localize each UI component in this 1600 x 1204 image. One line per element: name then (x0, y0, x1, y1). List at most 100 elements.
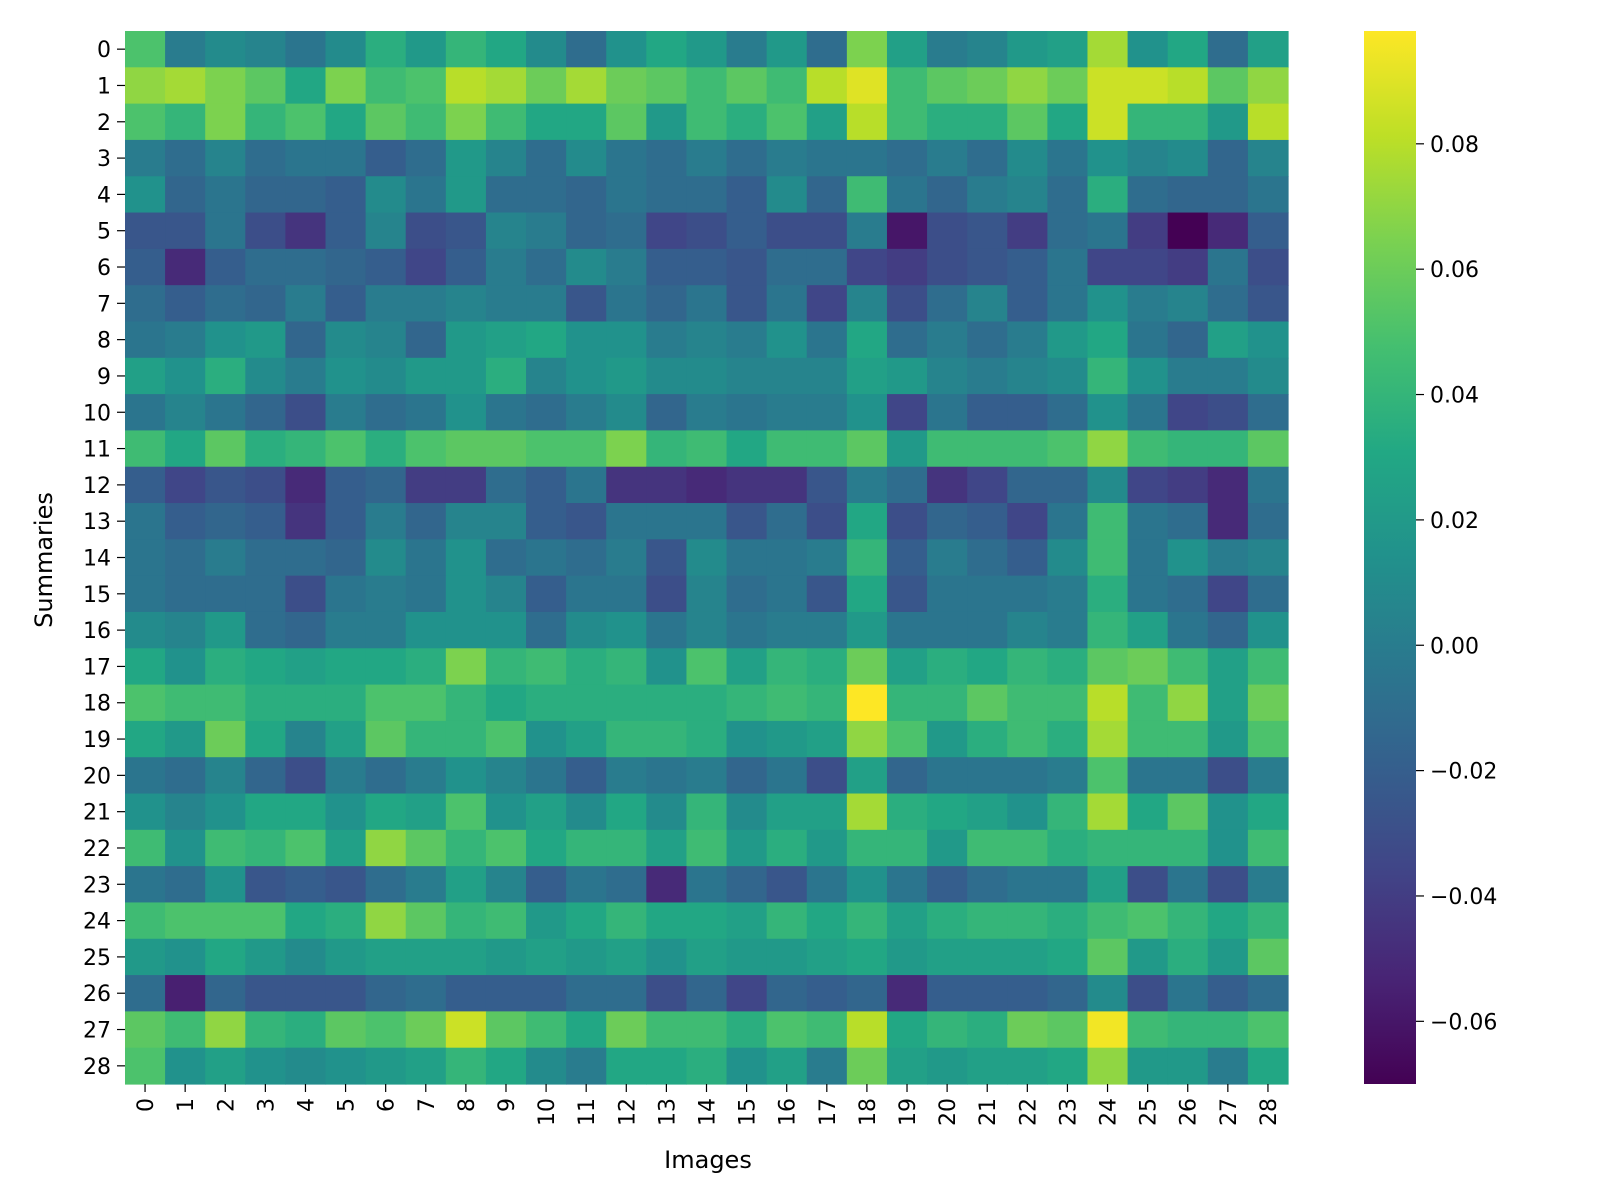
x-tick-label: 9 (495, 1098, 520, 1112)
heatmap-cell-r18-c14 (686, 684, 728, 722)
heatmap-cell-r8-c5 (325, 321, 367, 359)
heatmap-cell-r11-c22 (1007, 430, 1048, 468)
heatmap-cell-r3-c8 (445, 139, 487, 177)
heatmap-cell-r17-c4 (285, 648, 327, 686)
heatmap-cell-r0-c25 (1127, 31, 1169, 68)
heatmap-cell-r24-c15 (726, 902, 768, 940)
heatmap-cell-r17-c10 (526, 648, 567, 686)
heatmap-cell-r11-c24 (1087, 430, 1129, 468)
heatmap-cell-r21-c6 (365, 793, 407, 831)
heatmap-cell-r25-c11 (566, 938, 607, 976)
heatmap-cell-r23-c2 (205, 866, 246, 904)
heatmap-cell-r27-c17 (806, 1011, 848, 1049)
heatmap-cell-r18-c5 (325, 684, 367, 722)
heatmap-cell-r12-c14 (686, 466, 728, 504)
heatmap-cell-r26-c7 (405, 975, 447, 1012)
colorbar-ticks: 0.08 0.06 0.04 0.02 0.00 −0.02 −0.04 −0.06 (1416, 133, 1497, 1035)
heatmap-cell-r16-c2 (205, 611, 246, 649)
heatmap-cell-r7-c1 (165, 285, 206, 323)
heatmap-cell-r14-c9 (485, 539, 527, 577)
heatmap-cell-r16-c13 (646, 611, 688, 649)
heatmap-cell-r25-c21 (967, 938, 1008, 976)
y-tick-label: 25 (83, 946, 111, 971)
y-tick-label: 9 (97, 365, 111, 390)
heatmap-cell-r10-c12 (606, 394, 647, 432)
heatmap-cell-r17-c6 (365, 648, 407, 686)
x-tick-label: 15 (736, 1098, 761, 1126)
heatmap-cell-r10-c16 (766, 394, 808, 432)
heatmap-cell-r10-c22 (1007, 394, 1048, 432)
heatmap-cell-r2-c10 (526, 103, 567, 141)
heatmap-cell-r24-c4 (285, 902, 327, 940)
heatmap-cell-r10-c19 (886, 394, 928, 432)
heatmap-cell-r24-c3 (245, 902, 287, 940)
heatmap-cell-r28-c24 (1087, 1047, 1129, 1085)
heatmap-cell-r7-c19 (886, 285, 928, 323)
heatmap-cell-r18-c12 (606, 684, 647, 722)
heatmap-cell-r19-c28 (1247, 720, 1289, 758)
heatmap-cell-r1-c13 (646, 67, 688, 105)
heatmap-cell-r26-c26 (1167, 975, 1209, 1012)
heatmap-cell-r0-c8 (445, 31, 487, 68)
heatmap-cell-r14-c22 (1007, 539, 1048, 577)
heatmap-cell-r2-c11 (566, 103, 607, 141)
heatmap-cell-r5-c7 (405, 212, 447, 250)
heatmap-cell-r23-c0 (125, 866, 166, 904)
heatmap-cell-r28-c3 (245, 1047, 287, 1085)
heatmap-cell-r14-c27 (1207, 539, 1249, 577)
heatmap-cell-r12-c16 (766, 466, 808, 504)
heatmap-cell-r4-c8 (445, 176, 487, 214)
heatmap-cell-r22-c19 (886, 829, 928, 867)
heatmap-cell-r11-c16 (766, 430, 808, 468)
heatmap-cell-r26-c9 (485, 975, 527, 1012)
heatmap-cell-r12-c15 (726, 466, 768, 504)
heatmap-cell-r10-c10 (526, 394, 567, 432)
heatmap-cell-r21-c15 (726, 793, 768, 831)
heatmap-cell-r24-c28 (1247, 902, 1289, 940)
heatmap-cell-r15-c18 (846, 575, 888, 613)
heatmap-cell-r10-c28 (1247, 394, 1289, 432)
heatmap-cell-r8-c3 (245, 321, 287, 359)
heatmap-cell-r5-c0 (125, 212, 166, 250)
heatmap-cell-r5-c24 (1087, 212, 1129, 250)
heatmap-cell-r7-c11 (566, 285, 607, 323)
heatmap-cell-r0-c14 (686, 31, 728, 68)
heatmap-cell-r4-c11 (566, 176, 607, 214)
heatmap-cell-r13-c27 (1207, 503, 1249, 540)
heatmap-cell-r16-c10 (526, 611, 567, 649)
heatmap-cell-r0-c6 (365, 31, 407, 68)
heatmap-cell-r15-c22 (1007, 575, 1048, 613)
heatmap-cell-r22-c13 (646, 829, 688, 867)
heatmap-cell-r12-c3 (245, 466, 287, 504)
heatmap-cell-r11-c1 (165, 430, 206, 468)
heatmap-cell-r10-c26 (1167, 394, 1209, 432)
heatmap-cell-r26-c8 (445, 975, 487, 1012)
heatmap-cell-r13-c5 (325, 503, 367, 540)
heatmap-cell-r27-c15 (726, 1011, 768, 1049)
heatmap-cell-r24-c22 (1007, 902, 1048, 940)
heatmap-cell-r12-c23 (1047, 466, 1089, 504)
heatmap-cell-r4-c0 (125, 176, 166, 214)
heatmap-cell-r7-c4 (285, 285, 327, 323)
heatmap-cell-r20-c22 (1007, 757, 1048, 795)
heatmap-cell-r4-c17 (806, 176, 848, 214)
y-tick-label: 24 (83, 910, 111, 935)
heatmap-cell-r18-c4 (285, 684, 327, 722)
y-tick-label: 28 (83, 1055, 111, 1080)
heatmap-cell-r15-c9 (485, 575, 527, 613)
heatmap-cell-r17-c16 (766, 648, 808, 686)
heatmap-cell-r22-c12 (606, 829, 647, 867)
heatmap-cell-r10-c17 (806, 394, 848, 432)
heatmap-cell-r27-c26 (1167, 1011, 1209, 1049)
heatmap-cell-r9-c3 (245, 357, 287, 395)
heatmap-cell-r16-c8 (445, 611, 487, 649)
heatmap-cell-r13-c6 (365, 503, 407, 540)
heatmap-cell-r28-c25 (1127, 1047, 1169, 1085)
heatmap-cell-r6-c9 (485, 248, 527, 286)
heatmap-cell-r19-c15 (726, 720, 768, 758)
heatmap-cell-r27-c9 (485, 1011, 527, 1049)
heatmap-cell-r14-c7 (405, 539, 447, 577)
heatmap-cell-r25-c9 (485, 938, 527, 976)
heatmap-cell-r23-c8 (445, 866, 487, 904)
heatmap-cell-r5-c9 (485, 212, 527, 250)
